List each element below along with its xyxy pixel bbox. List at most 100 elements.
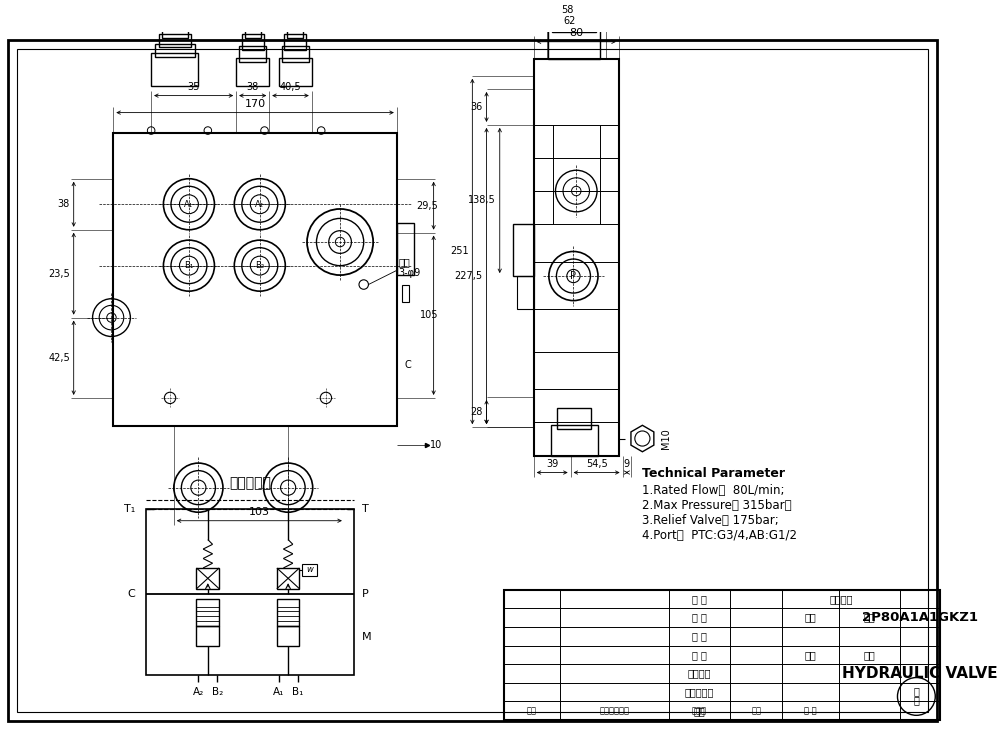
Text: 251: 251 xyxy=(450,246,469,256)
Text: HYDRAULIC VALVE: HYDRAULIC VALVE xyxy=(842,666,998,681)
Text: 日期: 日期 xyxy=(751,706,761,715)
Text: 36: 36 xyxy=(470,102,483,112)
Bar xyxy=(146,509,354,674)
Text: B₂: B₂ xyxy=(255,261,264,270)
Text: 103: 103 xyxy=(249,507,270,517)
Text: 42,5: 42,5 xyxy=(48,353,70,363)
Text: A₂: A₂ xyxy=(193,687,204,696)
Text: 28: 28 xyxy=(470,407,483,417)
Bar xyxy=(279,57,312,86)
Bar xyxy=(236,57,269,86)
Bar xyxy=(167,3,182,16)
Bar xyxy=(513,224,534,276)
Text: M: M xyxy=(362,632,371,642)
Text: 38: 38 xyxy=(58,199,70,209)
Text: 浙: 浙 xyxy=(913,695,919,705)
Bar xyxy=(113,133,397,426)
Text: 138,5: 138,5 xyxy=(468,195,496,206)
Text: Technical Parameter: Technical Parameter xyxy=(642,467,785,480)
Bar xyxy=(552,13,596,32)
Text: P: P xyxy=(570,271,576,281)
Text: 根改内容概要: 根改内容概要 xyxy=(600,706,630,715)
Bar xyxy=(504,590,940,720)
Bar xyxy=(196,568,219,589)
Bar xyxy=(164,13,185,26)
Text: 40,5: 40,5 xyxy=(280,82,301,92)
Text: 227,5: 227,5 xyxy=(455,271,483,281)
Bar xyxy=(151,53,198,86)
Text: 23,5: 23,5 xyxy=(48,269,70,279)
Text: P: P xyxy=(362,590,369,599)
Bar xyxy=(548,29,600,59)
Text: 标记: 标记 xyxy=(694,706,705,716)
Text: A₂: A₂ xyxy=(255,200,264,209)
Text: 29,5: 29,5 xyxy=(417,200,438,211)
Bar xyxy=(277,568,299,589)
Text: 54,5: 54,5 xyxy=(586,458,607,469)
Text: 39: 39 xyxy=(546,458,558,469)
Text: A₁: A₁ xyxy=(184,200,194,209)
Bar xyxy=(277,626,299,646)
Text: T: T xyxy=(362,504,369,514)
Text: 标记: 标记 xyxy=(527,706,537,715)
Text: 2P80A1A1GKZ1: 2P80A1A1GKZ1 xyxy=(862,611,978,624)
Bar xyxy=(287,22,303,38)
Bar xyxy=(282,46,309,62)
Bar xyxy=(169,0,180,7)
Text: 170: 170 xyxy=(245,99,266,109)
Text: 改变人: 改变人 xyxy=(692,706,707,715)
Text: 共张: 共张 xyxy=(805,650,816,660)
Text: w: w xyxy=(306,565,313,574)
Text: 校 对: 校 对 xyxy=(692,650,707,660)
Text: 3-φ9: 3-φ9 xyxy=(399,268,421,278)
Text: 图样标记: 图样标记 xyxy=(830,594,853,604)
Bar xyxy=(242,34,264,50)
Bar xyxy=(239,46,266,62)
Text: 洪: 洪 xyxy=(913,685,919,696)
Bar xyxy=(196,626,219,646)
Text: 标准化检查: 标准化检查 xyxy=(685,687,714,697)
Text: 105: 105 xyxy=(420,310,438,321)
Bar xyxy=(159,34,191,47)
Text: 1.Rated Flow：  80L/min;: 1.Rated Flow： 80L/min; xyxy=(642,484,785,497)
Text: 工艺检查: 工艺检查 xyxy=(688,668,711,679)
Text: 比例: 比例 xyxy=(864,612,875,623)
Text: 4.Port：  PTC:G3/4,AB:G1/2: 4.Port： PTC:G3/4,AB:G1/2 xyxy=(642,529,797,542)
Text: 描 图: 描 图 xyxy=(692,632,707,641)
Bar xyxy=(551,425,598,455)
Text: 10: 10 xyxy=(430,440,442,450)
Bar xyxy=(397,223,414,275)
Bar xyxy=(302,565,317,576)
Bar xyxy=(557,408,591,429)
Text: 9: 9 xyxy=(624,458,630,469)
Bar xyxy=(155,43,195,57)
Text: 透孔: 透孔 xyxy=(399,257,410,267)
Text: 58: 58 xyxy=(562,5,574,15)
Text: B₁: B₁ xyxy=(292,687,303,696)
Bar xyxy=(284,34,306,50)
Text: 制 图: 制 图 xyxy=(692,612,707,623)
Bar xyxy=(196,599,219,626)
Text: T₁: T₁ xyxy=(124,504,135,514)
Bar xyxy=(555,0,592,17)
Text: 62: 62 xyxy=(563,15,576,26)
Text: 38: 38 xyxy=(247,82,259,92)
Bar xyxy=(162,22,188,38)
Text: 设 计: 设 计 xyxy=(692,594,707,604)
Text: 2.Max Pressure： 315bar；: 2.Max Pressure： 315bar； xyxy=(642,499,792,512)
Text: B₂: B₂ xyxy=(212,687,223,696)
Bar xyxy=(534,59,619,455)
Bar xyxy=(559,0,589,4)
Text: 重量: 重量 xyxy=(805,612,816,623)
Text: 审 批: 审 批 xyxy=(804,706,817,715)
Text: C: C xyxy=(405,360,411,370)
Text: 液压原理图: 液压原理图 xyxy=(229,476,271,490)
Text: 第张: 第张 xyxy=(864,650,875,660)
Bar xyxy=(277,599,299,626)
Text: M10: M10 xyxy=(661,428,671,449)
Text: 80: 80 xyxy=(569,28,583,38)
Text: B₁: B₁ xyxy=(184,261,194,270)
Text: C: C xyxy=(127,590,135,599)
Bar xyxy=(517,276,534,309)
Bar xyxy=(402,284,409,301)
